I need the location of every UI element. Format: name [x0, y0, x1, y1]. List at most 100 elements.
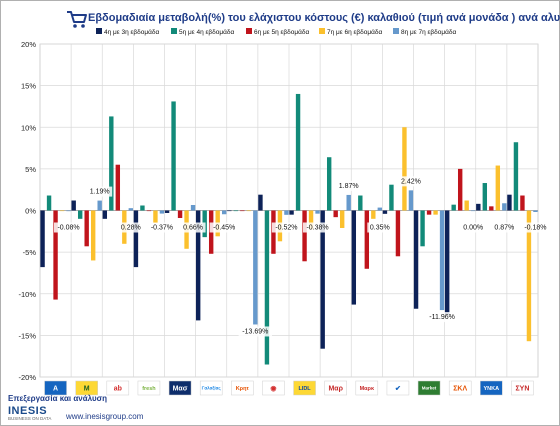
bar	[420, 210, 425, 247]
data-labels: -0.08% 1.19% 0.28% -0.37% 0.66% -0.45% -13.69%…	[53, 176, 551, 337]
footer-note: Επεξεργασία και ανάλυση	[8, 394, 107, 403]
data-label: -0.37%	[151, 225, 173, 232]
data-label: 0.66%	[183, 225, 203, 232]
y-tick-label: 5%	[25, 165, 36, 174]
bar	[77, 210, 83, 219]
bar	[59, 210, 65, 212]
data-label-bg	[336, 180, 362, 191]
bar	[177, 210, 183, 218]
legend-swatch	[171, 28, 177, 34]
legend-label: 4η με 3η εβδομάδα	[104, 28, 160, 36]
bar	[395, 210, 401, 257]
data-label: 1.87%	[339, 183, 359, 190]
bar	[289, 210, 294, 215]
data-label-bg	[520, 222, 551, 233]
y-tick-label: -20%	[18, 373, 36, 382]
bar	[190, 205, 196, 211]
bar	[371, 210, 376, 219]
data-label: -0.52%	[275, 225, 297, 232]
brand-url[interactable]: www.inesisgroup.com	[66, 412, 144, 421]
bar	[253, 210, 258, 325]
category-logo-text: ΣΥΝ	[515, 386, 529, 393]
bar	[133, 210, 139, 268]
category-logo-text: Μ	[84, 386, 90, 393]
y-tick-label: 15%	[21, 82, 36, 91]
bar	[302, 210, 307, 262]
data-label-bg	[118, 222, 144, 233]
bar	[520, 195, 525, 211]
bar	[408, 190, 414, 211]
category-logo-text: ΣΚΛ	[453, 386, 467, 393]
legend-swatch	[393, 28, 399, 34]
data-label-bg	[367, 222, 393, 233]
data-label: 2.42%	[401, 178, 421, 185]
data-label: 0.28%	[121, 225, 141, 232]
y-tick-label: 0%	[25, 207, 36, 216]
category-logo	[448, 380, 472, 396]
bar	[333, 210, 338, 218]
data-label-bg	[425, 312, 459, 323]
bar	[358, 195, 363, 211]
gridlines	[39, 43, 539, 378]
legend-swatch	[246, 28, 252, 34]
data-label: 0.00%	[463, 225, 483, 232]
bar	[457, 168, 463, 211]
bar	[464, 200, 469, 211]
bar	[246, 210, 252, 212]
legend: 4η με 3η εβδομάδα 5η με 4η εβδομάδα 6η με …	[96, 28, 457, 36]
bar	[171, 101, 176, 211]
bar	[284, 210, 289, 215]
bar	[413, 210, 419, 309]
category-logo-text: Α	[53, 386, 58, 393]
category-logo-text: ΥΝΚΑ	[484, 386, 500, 392]
category-logo	[137, 380, 161, 396]
category-logo	[44, 380, 67, 396]
category-logo-text: fresh	[142, 386, 156, 392]
category-logo-text: Γαλαξίας	[202, 386, 222, 392]
bar	[526, 210, 532, 342]
data-label: -0.18%	[524, 225, 546, 232]
bar	[364, 210, 370, 269]
y-tick-label: -15%	[18, 331, 36, 340]
data-label: -0.45%	[213, 225, 235, 232]
bar	[351, 210, 357, 305]
bar	[109, 116, 114, 211]
bar	[46, 195, 52, 211]
data-label-bg	[398, 176, 424, 187]
data-label-bg	[147, 222, 177, 233]
bar	[426, 210, 432, 215]
category-logo	[168, 380, 192, 396]
category-logo-text: Μασ	[173, 386, 188, 393]
legend-label: 5η με 4η εβδομάδα	[179, 28, 235, 36]
category-logo-text: ✔	[395, 386, 401, 393]
bar	[389, 184, 394, 211]
bar	[339, 210, 345, 228]
bar	[377, 207, 383, 211]
bar	[153, 210, 158, 223]
bar	[382, 210, 388, 214]
bar	[227, 210, 232, 212]
bar	[482, 183, 488, 211]
category-logo	[386, 380, 410, 396]
y-tick-label: -5%	[23, 248, 37, 257]
category-logo-text: ab	[114, 386, 122, 393]
bar	[346, 194, 351, 211]
bar	[439, 210, 445, 311]
category-logo	[355, 380, 379, 396]
data-label: 0.87%	[494, 225, 514, 232]
bar	[476, 203, 481, 211]
data-label-bg	[302, 222, 333, 233]
bar	[146, 210, 152, 212]
data-label-bg	[271, 222, 302, 233]
category-logo	[231, 380, 254, 396]
data-label: -13.69%	[242, 328, 268, 335]
category-logo	[262, 380, 285, 396]
category-logo-text: Κρητ	[236, 386, 250, 392]
chart-title: Εβδομαδιαία μεταβολή(%) του ελάχιστου κό…	[88, 12, 560, 24]
bar	[295, 93, 301, 211]
brand-tagline: BUSINESS ON DATA	[8, 416, 52, 421]
bar	[533, 210, 538, 212]
bar	[513, 142, 519, 211]
